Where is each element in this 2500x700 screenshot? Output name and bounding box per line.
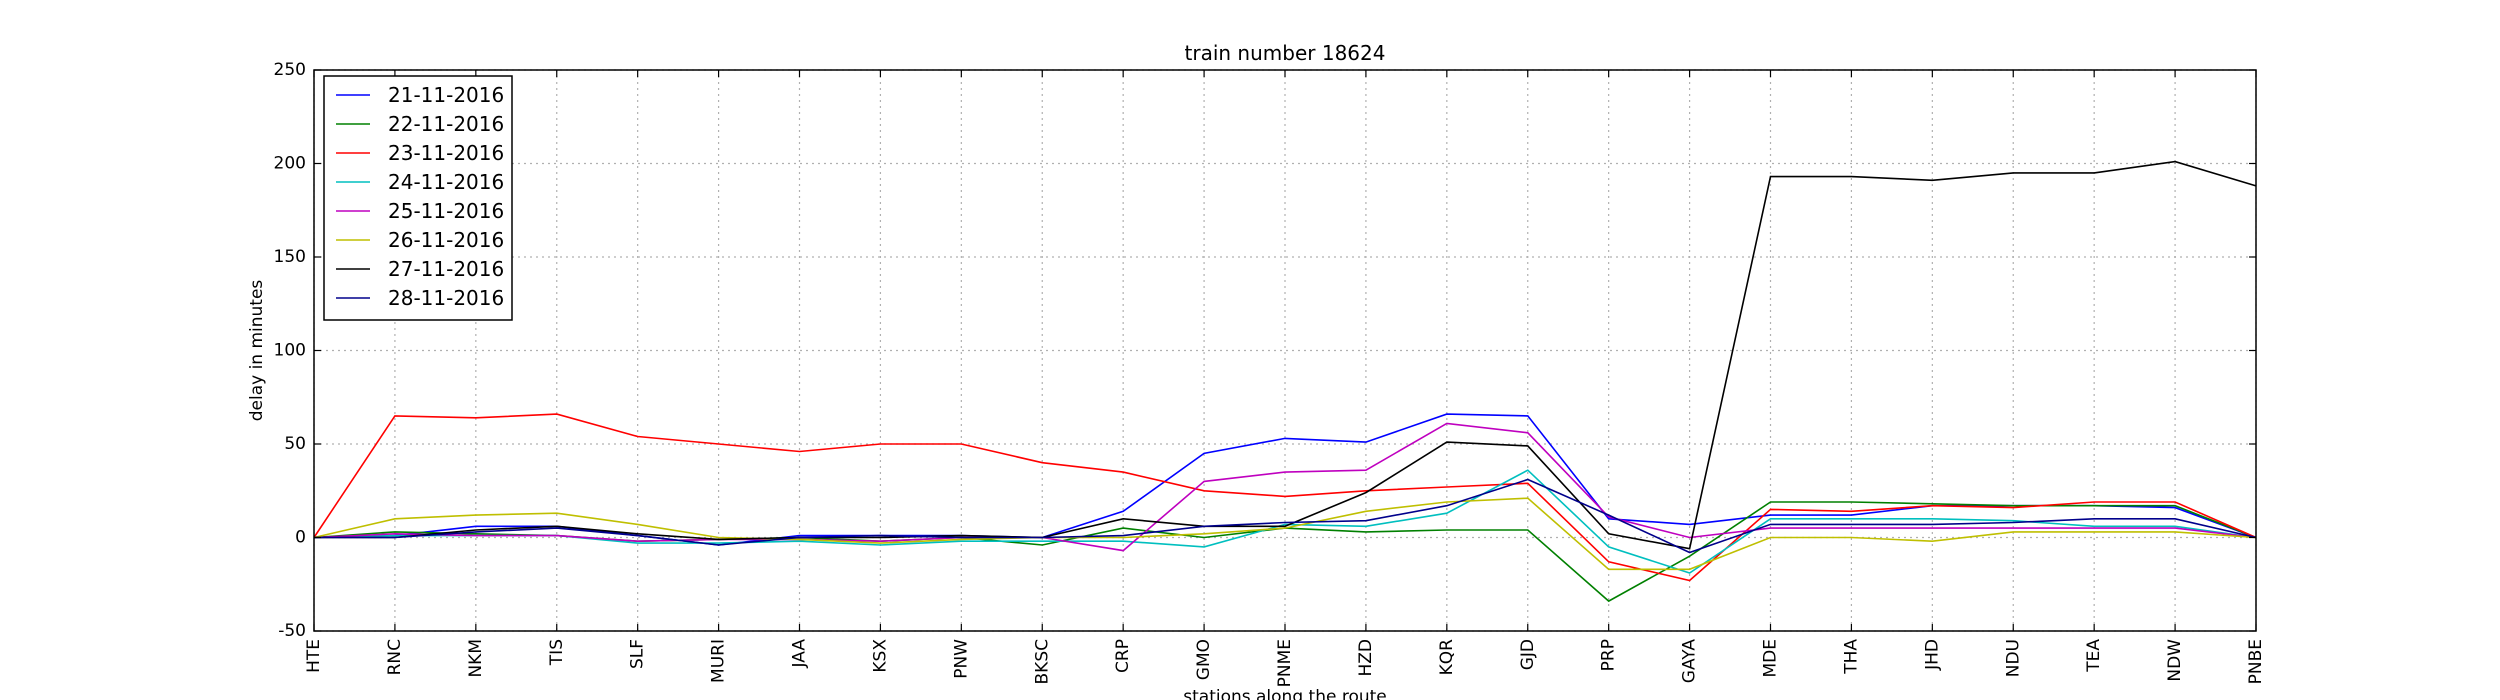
x-tick-label: NDU — [2003, 639, 2023, 677]
x-tick-label: KQR — [1437, 639, 1457, 676]
x-tick-label: JAA — [790, 639, 810, 669]
y-tick-label: 100 — [274, 341, 306, 361]
x-tick-label: MURI — [709, 639, 729, 683]
x-tick-label: NDW — [2165, 639, 2185, 682]
y-tick-label: 0 — [295, 528, 306, 548]
x-tick-label: RNC — [385, 639, 405, 675]
x-tick-label: CRP — [1113, 639, 1133, 673]
x-tick-label: GJD — [1518, 639, 1538, 670]
x-tick-label: PNW — [951, 639, 971, 679]
series-line-26-11-2016 — [313, 497, 2257, 571]
x-tick-label: THA — [1841, 639, 1861, 675]
x-tick-label: MDE — [1761, 639, 1781, 678]
legend-label: 23-11-2016 — [388, 141, 504, 165]
series-line-25-11-2016 — [313, 422, 2257, 552]
y-tick-label: 50 — [284, 434, 306, 454]
x-tick-label: HZD — [1356, 639, 1376, 677]
x-tick-label: KSX — [870, 639, 890, 673]
series-line-23-11-2016 — [313, 413, 2257, 582]
x-tick-label: TEA — [2084, 639, 2104, 673]
x-tick-label: NKM — [466, 639, 486, 678]
chart-title: train number 18624 — [1185, 41, 1386, 65]
axis-ticks: HTE RNC NKM TIS SLF MURI JAA KSX PNW BKSC CRP GMO PN… — [274, 60, 2266, 687]
x-tick-label: JHD — [1922, 639, 1942, 671]
x-tick-label: TIS — [547, 639, 567, 666]
y-tick-label: -50 — [278, 621, 306, 641]
legend-label: 21-11-2016 — [388, 83, 504, 107]
y-tick-label: 200 — [274, 154, 306, 174]
legend-label: 26-11-2016 — [388, 228, 504, 252]
legend-label: 28-11-2016 — [388, 286, 504, 310]
x-tick-label: BKSC — [1032, 639, 1052, 684]
series-line-24-11-2016 — [313, 469, 2257, 574]
x-tick-label: SLF — [628, 639, 648, 669]
legend-label: 27-11-2016 — [388, 257, 504, 281]
grid — [313, 69, 2257, 632]
x-axis-title: stations along the route — [1183, 687, 1387, 700]
legend-label: 22-11-2016 — [388, 112, 504, 136]
x-tick-label: PNBE — [2246, 639, 2266, 684]
y-tick-label: 250 — [274, 60, 306, 80]
x-tick-label: GMO — [1194, 639, 1214, 680]
y-tick-label: 150 — [274, 247, 306, 267]
legend-label: 25-11-2016 — [388, 199, 504, 223]
series-line-27-11-2016 — [314, 160, 2257, 550]
x-tick-label: PNME — [1275, 639, 1295, 687]
legend-box — [323, 75, 513, 321]
x-tick-label: PRP — [1599, 639, 1619, 671]
series-lines — [313, 160, 2257, 603]
series-line-28-11-2016 — [314, 478, 2257, 554]
legend-label: 24-11-2016 — [388, 170, 504, 194]
legend: 21-11-2016 22-11-2016 23-11-2016 24-11-2016… — [323, 75, 513, 321]
x-tick-label: HTE — [304, 639, 324, 673]
x-tick-label: GAYA — [1680, 639, 1700, 684]
y-axis-title: delay in minutes — [247, 280, 267, 422]
